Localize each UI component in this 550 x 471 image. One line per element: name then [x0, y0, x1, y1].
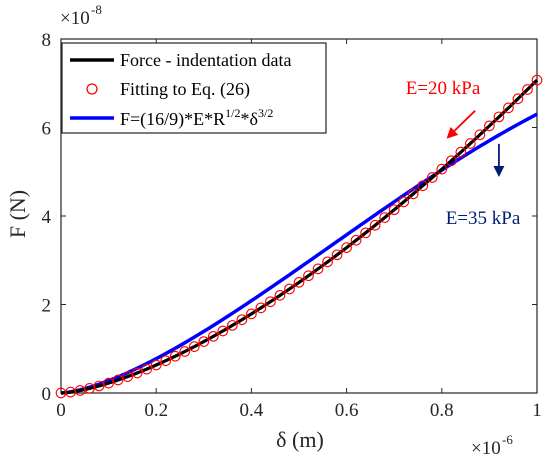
data-point — [455, 146, 467, 158]
data-point — [493, 111, 505, 123]
data-point — [465, 138, 476, 149]
data-point — [503, 102, 514, 114]
data-point — [284, 283, 295, 295]
data-point — [131, 367, 143, 379]
data-point — [207, 331, 219, 342]
x-axis-exponent: ×10 -6 — [471, 432, 513, 459]
data-point — [141, 363, 153, 375]
y-exponent-base: ×10 — [60, 8, 90, 29]
data-point — [341, 242, 352, 253]
x-exponent-power: -6 — [502, 432, 513, 447]
x-tick-label: 1 — [532, 400, 542, 421]
data-point — [417, 180, 429, 192]
data-point — [350, 234, 362, 246]
x-tick-label: 0.4 — [240, 400, 264, 421]
data-point — [522, 84, 533, 95]
series-line-hertz — [60, 112, 538, 395]
legend-label-hertz: F=(16/9)*E*R1/2*δ3/2 — [120, 106, 273, 130]
data-point — [122, 371, 133, 382]
data-point — [474, 129, 486, 141]
data-point — [322, 256, 333, 268]
x-axis-label: δ (m) — [276, 427, 324, 452]
x-tick-label: 0 — [56, 400, 66, 421]
legend-hertz-mid: *δ — [241, 109, 258, 129]
data-point — [255, 302, 267, 314]
data-point — [103, 377, 114, 389]
data-point — [369, 219, 381, 231]
data-point — [274, 290, 286, 301]
data-point — [331, 249, 343, 261]
annotation-arrow-head — [446, 126, 459, 139]
y-axis-exponent: ×10 -8 — [60, 2, 102, 29]
data-point — [436, 163, 448, 175]
data-point — [312, 263, 324, 275]
data-point — [398, 196, 410, 208]
x-tick-label: 0.8 — [430, 400, 454, 421]
y-exponent-power: -8 — [91, 2, 102, 17]
data-point — [227, 320, 238, 331]
data-point — [484, 120, 495, 132]
data-point — [265, 296, 276, 308]
x-exponent-base: ×10 — [471, 438, 501, 459]
series-fitting-markers — [55, 74, 543, 399]
data-point — [150, 359, 162, 371]
y-tick-label: 2 — [42, 296, 52, 317]
x-tick-label: 0.2 — [144, 400, 168, 421]
legend-swatch-fitting — [86, 83, 98, 95]
annotations: E=20 kPa E=35 kPa — [406, 78, 521, 229]
series-layer — [55, 74, 543, 399]
data-point — [169, 350, 181, 362]
legend: Force - indentation data Fitting to Eq. … — [61, 42, 327, 134]
legend-hertz-sup1: 1/2 — [225, 106, 240, 120]
y-axis-ticks: 0 2 4 6 8 — [42, 30, 537, 405]
data-point — [160, 355, 172, 367]
data-point — [512, 93, 524, 105]
data-point — [217, 325, 229, 337]
data-point — [188, 341, 200, 353]
data-point — [93, 380, 105, 392]
annotation-e20: E=20 kPa — [406, 78, 481, 99]
y-tick-label: 4 — [42, 207, 52, 228]
annotation-arrow-head — [493, 166, 505, 178]
x-axis-ticks: 0 0.2 0.4 0.6 0.8 1 — [56, 39, 542, 421]
data-point — [445, 155, 457, 167]
annotation-arrow-shaft — [453, 110, 476, 132]
data-point — [236, 314, 248, 326]
y-tick-label: 0 — [42, 384, 52, 405]
data-point — [426, 172, 438, 183]
legend-hertz-sup2: 3/2 — [258, 106, 273, 120]
data-point — [360, 227, 371, 239]
data-point — [198, 336, 210, 347]
legend-label-force-data: Force - indentation data — [120, 50, 291, 70]
legend-hertz-main: F=(16/9)*E*R — [120, 109, 225, 130]
y-axis-label: F (N) — [5, 190, 30, 238]
x-tick-label: 0.6 — [335, 400, 359, 421]
data-point — [407, 188, 419, 200]
data-point — [293, 277, 305, 288]
data-point — [531, 74, 543, 86]
data-point — [303, 270, 314, 282]
data-point — [388, 204, 400, 216]
data-point — [379, 212, 391, 223]
y-tick-label: 6 — [42, 119, 52, 140]
data-point — [246, 308, 257, 320]
data-point — [112, 374, 124, 386]
y-tick-label: 8 — [42, 30, 52, 51]
legend-label-fitting: Fitting to Eq. (26) — [120, 79, 250, 100]
annotation-e35: E=35 kPa — [446, 208, 521, 229]
data-point — [179, 346, 191, 357]
